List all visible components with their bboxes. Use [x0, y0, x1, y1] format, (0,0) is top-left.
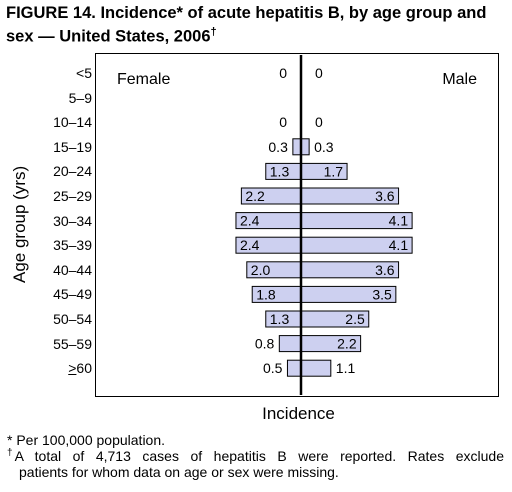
category-label: 5–9	[68, 89, 92, 106]
data-label-male: 4.1	[389, 213, 409, 229]
title-dagger: †	[210, 26, 217, 38]
footnote-2-dagger: †	[7, 447, 13, 459]
data-label-male: 2.2	[337, 336, 357, 352]
data-label-female: 1.8	[256, 286, 276, 302]
data-label-female: 1.3	[270, 311, 290, 327]
data-label-male: 3.6	[375, 188, 395, 204]
data-label-female: 0	[279, 114, 287, 130]
data-label-male: 4.1	[389, 237, 409, 253]
data-label-female: 0.5	[263, 360, 283, 376]
category-label: >60	[68, 360, 92, 377]
data-label-male: 3.6	[375, 262, 395, 278]
category-label: 25–29	[53, 188, 92, 204]
category-label: 20–24	[53, 163, 92, 180]
x-axis-label: Incidence	[262, 404, 335, 423]
data-label-female: 2.2	[245, 188, 265, 204]
data-label-female: 2.0	[251, 262, 271, 278]
category-label: 15–19	[53, 138, 92, 155]
footnote-1: * Per 100,000 population.	[7, 432, 166, 448]
bar-male	[300, 359, 332, 377]
plot-frame	[95, 53, 499, 397]
category-label: 45–49	[53, 286, 92, 303]
category-label: <5	[76, 65, 92, 81]
chart-title: FIGURE 14. Incidence* of acute hepatitis…	[6, 4, 506, 47]
data-label-female: 2.4	[240, 213, 260, 229]
footnote-2-line-1: † A total of 4,713 cases of hepatitis B …	[7, 448, 504, 464]
data-label-female: 1.3	[270, 163, 290, 179]
bar-female	[278, 335, 302, 353]
footnotes: * Per 100,000 population. † A total of 4…	[7, 432, 504, 480]
data-label-female: 0	[279, 65, 287, 81]
data-label-female: 2.4	[240, 237, 260, 253]
data-label-male: 1.1	[336, 360, 356, 376]
plot-area: Female Male 0 0 0 0 0.3 0.3 1.3 1.7 2.2 3.6 2.4 4.1 2.…	[95, 53, 499, 397]
data-label-male: 3.5	[372, 286, 392, 302]
category-label: 30–34	[53, 212, 92, 229]
data-label-male: 0.3	[314, 139, 334, 155]
category-label: 50–54	[53, 311, 92, 327]
category-label: 10–14	[53, 114, 92, 131]
footnote-2-text-1: A total of 4,713 cases of hepatitis B we…	[14, 448, 504, 464]
category-label: 55–59	[53, 335, 92, 352]
data-label-male: 0	[315, 65, 323, 81]
bar-female	[286, 359, 302, 377]
y-axis-label: Age group (yrs)	[10, 165, 29, 283]
footnote-2-text-2: patients for whom data on age or sex wer…	[19, 464, 339, 480]
category-label: 35–39	[53, 237, 92, 254]
legend-female: Female	[117, 71, 170, 88]
data-label-male: 2.5	[345, 311, 365, 327]
data-label-female: 0.3	[268, 139, 288, 155]
chart-title-text: FIGURE 14. Incidence* of acute hepatitis…	[6, 4, 487, 46]
category-label: 40–44	[53, 261, 92, 278]
data-label-male: 1.7	[324, 163, 344, 179]
legend-male: Male	[442, 71, 477, 88]
data-label-male: 0	[315, 114, 323, 130]
data-label-female: 0.8	[255, 336, 275, 352]
